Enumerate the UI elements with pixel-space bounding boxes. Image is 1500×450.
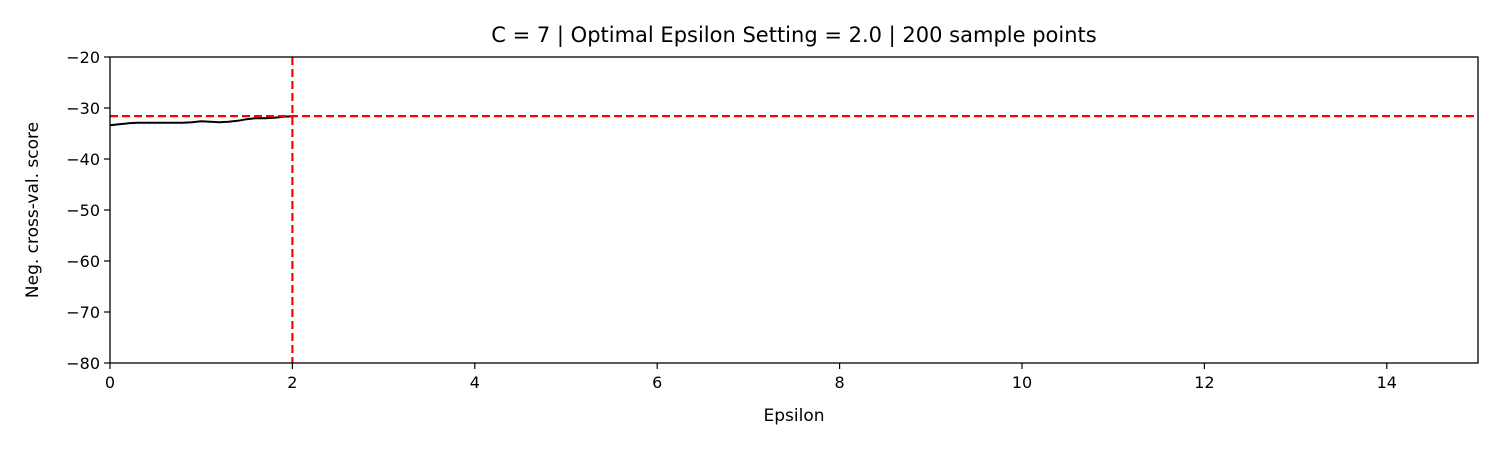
x-tick-label: 8 bbox=[835, 373, 845, 392]
y-tick-label: −80 bbox=[66, 354, 100, 373]
x-axis-label: Epsilon bbox=[763, 406, 824, 426]
x-tick-label: 4 bbox=[470, 373, 480, 392]
x-tick-label: 2 bbox=[287, 373, 297, 392]
y-axis-label: Neg. cross-val. score bbox=[23, 122, 43, 298]
y-tick-label: −50 bbox=[66, 201, 100, 220]
x-tick-label: 6 bbox=[652, 373, 662, 392]
plot-frame bbox=[109, 56, 1479, 364]
x-tick-label: 10 bbox=[1012, 373, 1032, 392]
y-tick-label: −20 bbox=[66, 48, 100, 67]
plot-area: 0 2 4 6 8 10 12 14 −80 −70 −60 −50 −40 −30 −20 bbox=[66, 48, 1479, 392]
y-tick-label: −60 bbox=[66, 252, 100, 271]
x-tick-label: 0 bbox=[105, 373, 115, 392]
series-line-0 bbox=[109, 115, 293, 127]
y-tick-label: −70 bbox=[66, 303, 100, 322]
y-tick-label: −30 bbox=[66, 99, 100, 118]
x-tick-label: 14 bbox=[1377, 373, 1397, 392]
chart-title: C = 7 | Optimal Epsilon Setting = 2.0 | … bbox=[491, 23, 1096, 48]
y-tick-label: −40 bbox=[66, 150, 100, 169]
x-tick-label: 12 bbox=[1194, 373, 1214, 392]
